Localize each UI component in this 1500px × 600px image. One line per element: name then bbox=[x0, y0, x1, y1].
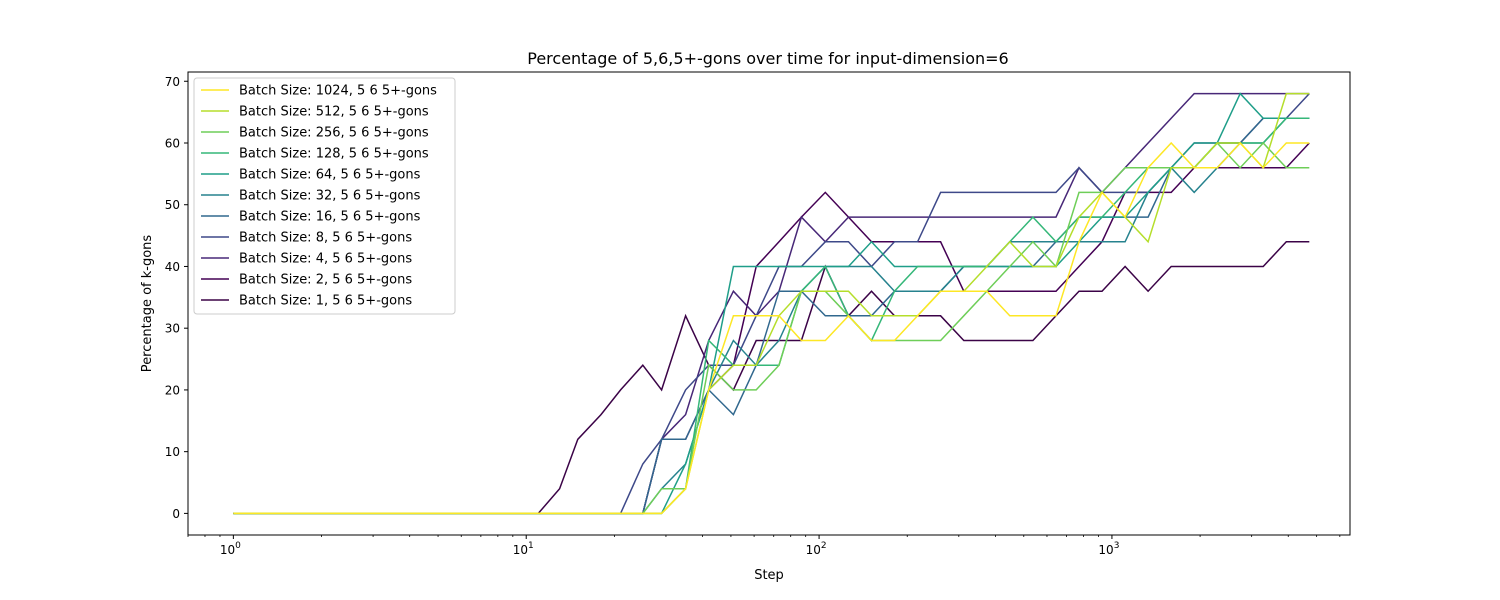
legend: Batch Size: 1024, 5 6 5+-gons Batch Size:… bbox=[193, 77, 456, 315]
plot-frame bbox=[187, 71, 1351, 536]
plot-area bbox=[233, 92, 1310, 515]
x-tick-label: 101 bbox=[513, 541, 534, 557]
chart-title: Percentage of 5,6,5+-gons over time for … bbox=[527, 49, 1008, 68]
legend-entry: Batch Size: 16, 5 6 5+-gons bbox=[239, 210, 421, 225]
y-tick-label: 50 bbox=[165, 198, 180, 212]
x-axis-label: Step bbox=[754, 568, 784, 583]
y-tick-label: 0 bbox=[172, 507, 180, 521]
y-axis-label: Percentage of k-gons bbox=[140, 235, 155, 373]
legend-entry: Batch Size: 1, 5 6 5+-gons bbox=[239, 294, 412, 309]
legend-entry: Batch Size: 32, 5 6 5+-gons bbox=[239, 189, 421, 204]
y-tick-label: 10 bbox=[165, 445, 180, 459]
y-tick-label: 40 bbox=[165, 260, 180, 274]
legend-entry: Batch Size: 512, 5 6 5+-gons bbox=[239, 105, 429, 120]
y-tick-label: 70 bbox=[165, 75, 180, 89]
y-tick-label: 30 bbox=[165, 322, 180, 336]
legend-entry: Batch Size: 128, 5 6 5+-gons bbox=[239, 147, 429, 162]
x-tick-label: 100 bbox=[220, 541, 241, 557]
legend-box bbox=[193, 77, 456, 315]
legend-entry: Batch Size: 64, 5 6 5+-gons bbox=[239, 168, 421, 183]
legend-entry: Batch Size: 2, 5 6 5+-gons bbox=[239, 273, 412, 288]
y-tick-label: 60 bbox=[165, 136, 180, 150]
legend-entry: Batch Size: 8, 5 6 5+-gons bbox=[239, 231, 412, 246]
legend-entry: Batch Size: 256, 5 6 5+-gons bbox=[239, 126, 429, 141]
series-line bbox=[233, 141, 1310, 515]
x-axis: 100 101 102 103 bbox=[187, 535, 1341, 557]
y-axis: 0 10 20 30 40 50 60 70 bbox=[165, 75, 188, 521]
x-tick-label: 103 bbox=[1098, 541, 1119, 557]
y-tick-label: 20 bbox=[165, 383, 180, 397]
x-tick-label: 102 bbox=[806, 541, 827, 557]
legend-entry: Batch Size: 4, 5 6 5+-gons bbox=[239, 252, 412, 267]
legend-entry: Batch Size: 1024, 5 6 5+-gons bbox=[239, 84, 437, 99]
